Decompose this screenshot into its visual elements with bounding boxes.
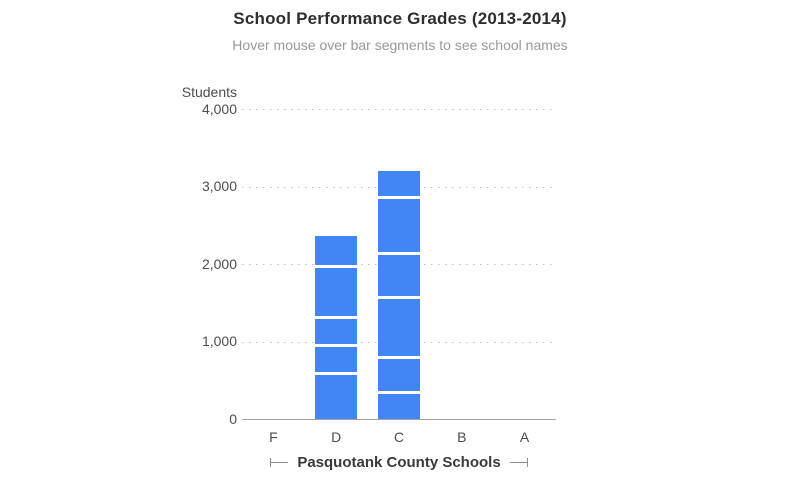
bar-segment[interactable] <box>315 343 358 373</box>
chart-title: School Performance Grades (2013-2014) <box>233 9 567 28</box>
plot-area <box>242 109 556 420</box>
y-axis-title: Students <box>181 84 237 100</box>
y-tick-label: 4,000 <box>201 100 237 117</box>
bar-C <box>378 170 420 419</box>
bar-segment[interactable] <box>378 195 420 253</box>
bar-segment[interactable] <box>315 265 358 316</box>
bar-segment[interactable] <box>315 372 358 419</box>
x-tick-label: F <box>269 429 278 445</box>
x-axis-title-group: Pasquotank County Schools <box>242 454 556 471</box>
y-tick-label: 3,000 <box>201 178 237 194</box>
gridline <box>242 109 556 110</box>
x-tick-label: A <box>519 429 530 445</box>
chart-subtitle: Hover mouse over bar segments to see sch… <box>232 37 568 53</box>
bar-segment[interactable] <box>315 315 358 344</box>
bar-D <box>315 235 358 419</box>
y-tick-label: 2,000 <box>201 255 237 272</box>
x-tick-label: D <box>331 429 342 445</box>
x-tick-label: B <box>457 429 467 445</box>
bar-segment[interactable] <box>315 235 358 266</box>
y-tick-label: 0 <box>229 410 237 427</box>
axis-extent-right-icon <box>509 458 528 467</box>
x-tick-label: C <box>393 429 405 445</box>
bar-segment[interactable] <box>378 252 420 296</box>
axis-extent-left-icon <box>270 458 289 467</box>
x-axis-line <box>242 419 556 420</box>
y-tick-label: 1,000 <box>201 333 237 349</box>
bar-segment[interactable] <box>378 355 420 391</box>
bar-segment[interactable] <box>378 295 420 356</box>
bar-segment[interactable] <box>378 390 420 419</box>
x-axis-title: Pasquotank County Schools <box>297 454 501 471</box>
bar-segment[interactable] <box>378 170 420 196</box>
